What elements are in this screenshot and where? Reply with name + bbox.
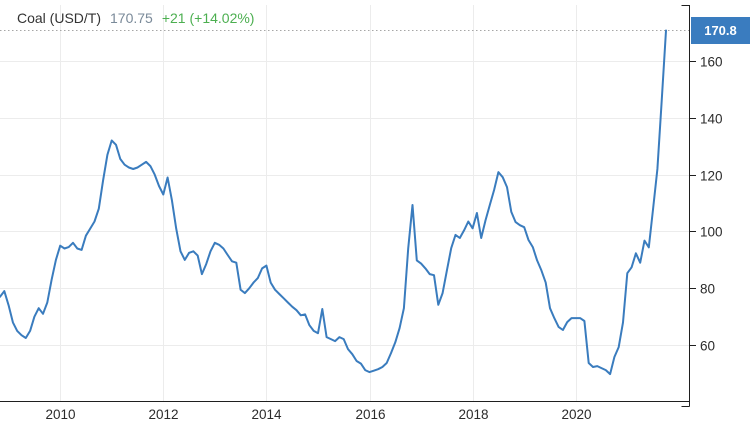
y-tick-label: 60 (700, 339, 715, 354)
y-tick-label: 120 (700, 169, 723, 184)
y-tick-label: 160 (700, 55, 723, 70)
last-price-value: 170.75 (110, 10, 153, 26)
x-tick-label: 2014 (251, 407, 282, 422)
x-tick-label: 2020 (561, 407, 591, 422)
y-tick-label: 140 (700, 112, 723, 127)
price-change: +21 (+14.02%) (161, 10, 255, 26)
price-series-line[interactable] (0, 29, 667, 376)
axis-frame (0, 5, 690, 407)
current-price-tag: 170.8 (691, 17, 750, 44)
x-tick-label: 2018 (458, 407, 488, 422)
x-tick-label: 2010 (45, 407, 75, 422)
y-tick-label: 80 (700, 282, 715, 297)
x-tick-label: 2012 (148, 407, 178, 422)
x-tick-label: 2016 (355, 407, 385, 422)
series-title: Coal (USD/T) (17, 10, 102, 26)
chart-header: Coal (USD/T) 170.75 +21 (+14.02%) (17, 10, 254, 26)
y-tick-label: 100 (700, 225, 723, 240)
